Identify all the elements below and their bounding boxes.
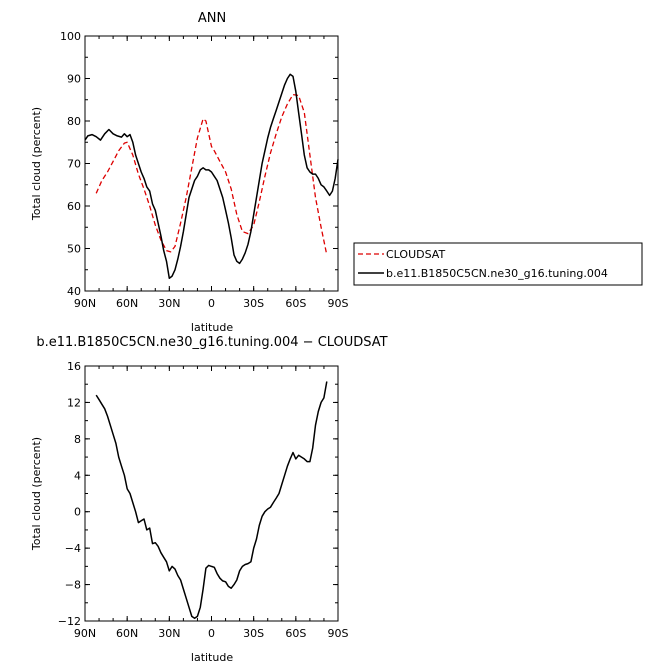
bot-xtick-label: 60N (116, 627, 138, 640)
bot-xtick-label: 90S (328, 627, 349, 640)
top-series-line-0 (95, 93, 328, 256)
top-chart-title: ANN (198, 11, 226, 26)
bot-xtick-label: 90N (74, 627, 96, 640)
top-ytick-label: 50 (67, 243, 81, 256)
top-xtick-label: 0 (208, 297, 215, 310)
bot-xtick-label: 60S (285, 627, 306, 640)
top-xtick-label: 30N (158, 297, 180, 310)
top-ytick-label: 90 (67, 73, 81, 86)
bot-xtick-label: 30S (243, 627, 264, 640)
top-x-ticks: 90N 60N 30N 0 30S 60S 90S (74, 36, 349, 310)
bottom-series-lines (95, 381, 328, 620)
bot-series-line-0 (95, 381, 328, 620)
legend-label-cloudsat: CLOUDSAT (386, 248, 445, 261)
top-ytick-label: 100 (60, 30, 81, 43)
bot-ytick-label: 16 (67, 360, 81, 373)
bottom-plot-frame (84, 365, 339, 622)
bot-xtick-label: 30N (158, 627, 180, 640)
top-ytick-label: 80 (67, 115, 81, 128)
top-xtick-label: 60S (285, 297, 306, 310)
bot-xtick-label: 0 (208, 627, 215, 640)
top-x-axis-label: latitude (191, 321, 233, 334)
bottom-x-ticks: 90N 60N 30N 0 30S 60S 90S (74, 366, 349, 640)
bot-ytick-label: 8 (74, 433, 81, 446)
top-ytick-label: 40 (67, 285, 81, 298)
top-ytick-label: 70 (67, 158, 81, 171)
top-plot-frame (84, 35, 339, 292)
top-xtick-label: 30S (243, 297, 264, 310)
top-xtick-label: 60N (116, 297, 138, 310)
top-ytick-label: 60 (67, 200, 81, 213)
bot-ytick-label: −12 (58, 615, 81, 628)
bot-ytick-label: 12 (67, 396, 81, 409)
top-xtick-label: 90N (74, 297, 96, 310)
legend-box (353, 242, 643, 286)
legend: CLOUDSAT b.e11.B1850C5CN.ne30_g16.tuning… (353, 242, 643, 286)
bot-ytick-label: −8 (65, 579, 81, 592)
bot-ytick-label: 4 (74, 469, 81, 482)
top-series-line-1 (84, 73, 339, 280)
top-y-ticks: 40 50 60 70 80 90 100 (60, 30, 338, 298)
top-series-lines (84, 73, 339, 280)
bottom-chart-title: b.e11.B1850C5CN.ne30_g16.tuning.004 − CL… (36, 335, 387, 350)
bot-ytick-label: −4 (65, 542, 81, 555)
bot-ytick-label: 0 (74, 506, 81, 519)
bottom-panel: b.e11.B1850C5CN.ne30_g16.tuning.004 − CL… (30, 335, 388, 664)
top-y-axis-label: Total cloud (percent) (30, 107, 43, 221)
bottom-x-axis-label: latitude (191, 651, 233, 664)
legend-label-model: b.e11.B1850C5CN.ne30_g16.tuning.004 (386, 267, 608, 280)
top-xtick-label: 90S (328, 297, 349, 310)
bottom-y-axis-label: Total cloud (percent) (30, 437, 43, 551)
